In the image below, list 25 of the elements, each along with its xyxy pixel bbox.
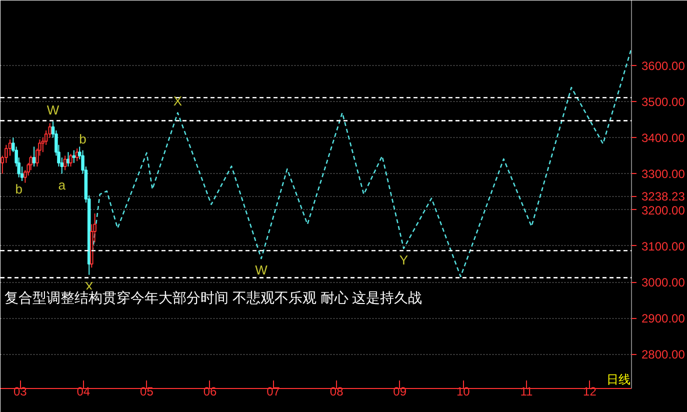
candlestick xyxy=(32,146,36,168)
candlestick xyxy=(69,153,72,168)
annotation: b xyxy=(79,131,86,146)
line-series xyxy=(90,50,632,278)
y-tick-label: 2800.00 xyxy=(642,348,686,362)
y-tick-label: 2900.00 xyxy=(642,312,686,326)
y-tick-label: 3600.00 xyxy=(642,58,686,73)
y-tick-label: 3200.00 xyxy=(642,203,686,218)
y-tick-label: 3500.00 xyxy=(642,95,686,110)
candlestick xyxy=(8,138,12,156)
annotation: W xyxy=(46,102,60,118)
annotation: W xyxy=(255,262,268,278)
annotation: 复合型调整结构贯穿今年大部分时间 不悲观不乐观 耐心 这是持久战 xyxy=(4,290,422,306)
annotation: Y xyxy=(399,252,408,268)
annotation: a xyxy=(58,178,66,193)
annotation: X xyxy=(173,94,182,109)
y-tick-label: 3238.23 xyxy=(642,190,686,204)
y-tick-label: 3300.00 xyxy=(642,167,686,182)
y-tick-label: 3400.00 xyxy=(642,131,686,146)
annotation: b xyxy=(15,181,22,196)
candlestick xyxy=(63,155,67,171)
y-tick-label: 3100.00 xyxy=(642,239,686,254)
y-tick-label: 3000.00 xyxy=(642,276,686,290)
annotation: 日线 xyxy=(606,372,630,386)
candlestick xyxy=(72,150,76,164)
